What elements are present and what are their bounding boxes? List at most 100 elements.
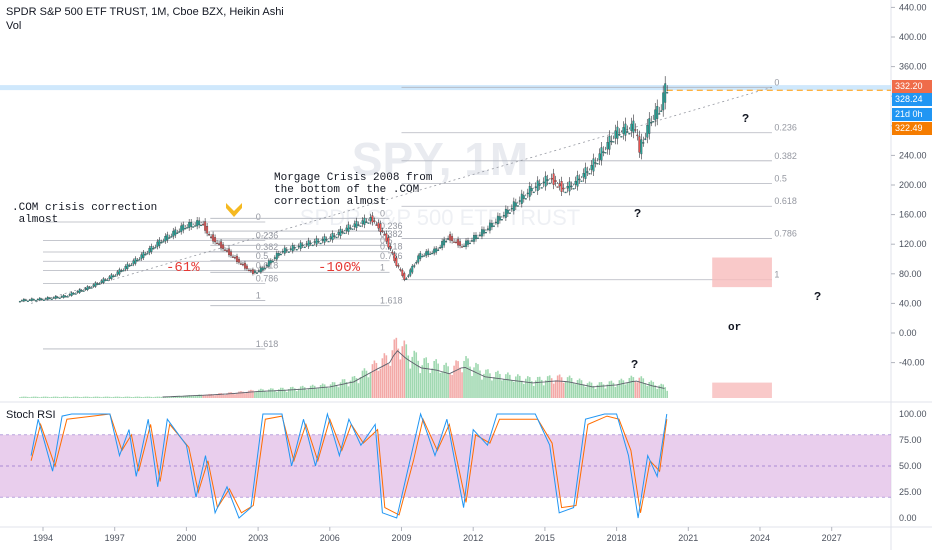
volume-bar: [509, 374, 511, 398]
volume-bar: [106, 396, 109, 398]
volume-bar: [664, 387, 666, 398]
candle-body: [168, 237, 171, 239]
volume-bar: [224, 394, 226, 398]
candle-body: [98, 283, 101, 285]
volume-bar: [329, 384, 332, 398]
candle-body: [473, 235, 475, 242]
price-tag-countdown: 21d 0h: [892, 108, 932, 121]
volume-bar: [634, 381, 637, 398]
candle-body: [570, 185, 573, 188]
volume-bar: [550, 378, 553, 398]
candle-body: [492, 225, 495, 227]
volume-bar: [646, 385, 649, 398]
volume-bar: [411, 356, 414, 398]
volume-bar: [130, 397, 133, 398]
candle-body: [578, 178, 581, 181]
candle-body: [385, 233, 388, 242]
candle-body: [518, 200, 521, 202]
candle-body: [34, 300, 37, 302]
volume-bar: [443, 364, 445, 398]
volume-bar: [200, 394, 202, 398]
volume-bar: [283, 389, 286, 398]
volume-bar: [68, 397, 71, 398]
candle-body: [636, 134, 639, 137]
price-axis-tick-label: 240.00: [899, 150, 927, 160]
target-box-price: [712, 257, 772, 288]
candle-body: [646, 125, 649, 138]
candle-body: [86, 286, 89, 291]
candle-body: [204, 221, 207, 231]
annotation-question-mark: ?: [634, 207, 641, 221]
volume-bar: [483, 373, 485, 398]
volume-bar: [351, 376, 354, 398]
volume-bar: [136, 396, 139, 398]
volume-bar: [475, 362, 477, 398]
candle-body: [88, 287, 91, 289]
candle-body: [610, 140, 613, 143]
candle-body: [560, 181, 563, 192]
candle-body: [265, 264, 268, 267]
candle-body: [188, 222, 191, 228]
candle-body: [271, 261, 274, 263]
candle-body: [596, 163, 599, 165]
price-tag-high: 332.20: [892, 80, 932, 93]
volume-bar: [198, 394, 200, 398]
candle-body: [64, 295, 67, 298]
candle-body: [257, 270, 260, 272]
volume-bar: [347, 386, 350, 398]
volume-bar: [178, 395, 181, 398]
candle-body: [626, 131, 629, 133]
candle-body: [502, 215, 505, 217]
volume-bar: [74, 396, 77, 398]
volume-bar: [349, 380, 352, 398]
candle-body: [144, 254, 147, 256]
candle-body: [357, 224, 360, 226]
candle-body: [307, 240, 310, 247]
candle-body: [483, 229, 485, 234]
candle-body: [486, 228, 489, 230]
volume-bar: [534, 380, 537, 398]
candle-body: [429, 253, 432, 255]
volume-bar: [544, 380, 547, 398]
candle-body: [60, 296, 63, 298]
candle-body: [329, 236, 332, 239]
volume-bar: [52, 396, 55, 398]
volume-bar: [58, 397, 61, 398]
candle-body: [68, 294, 71, 296]
volume-bar: [554, 380, 557, 398]
volume-bar: [76, 396, 79, 398]
candle-body: [496, 215, 499, 225]
volume-bar: [612, 382, 615, 398]
fib-level-label: 0: [256, 212, 261, 222]
rsi-axis-tick-label: 50.00: [899, 461, 922, 471]
time-axis-tick-label: 1994: [33, 533, 53, 543]
volume-bar: [152, 397, 155, 398]
volume-bar: [429, 372, 431, 398]
candle-body: [538, 183, 541, 186]
volume-bar: [644, 383, 647, 398]
volume-bar: [515, 376, 517, 398]
price-axis-tick-label: 200.00: [899, 180, 927, 190]
candle-body: [524, 198, 527, 200]
candle-body: [500, 219, 503, 221]
volume-bar: [373, 360, 376, 398]
candle-body: [582, 173, 585, 178]
volume-bar: [630, 375, 633, 398]
volume-bar: [391, 350, 394, 398]
volume-bar: [574, 384, 577, 398]
volume-bar: [291, 386, 294, 398]
volume-bar: [419, 373, 422, 398]
volume-bar: [586, 383, 589, 398]
volume-bar: [395, 337, 398, 398]
candle-body: [158, 239, 161, 246]
candle-body: [38, 297, 41, 301]
fib-level-label: 1.618: [256, 339, 279, 349]
candle-body: [315, 238, 318, 245]
candle-body: [202, 223, 205, 226]
candle-body: [584, 167, 587, 179]
candle-body: [283, 247, 286, 254]
candle-body: [600, 147, 603, 161]
candle-body: [66, 296, 69, 298]
volume-bar: [88, 396, 91, 398]
volume-bar: [485, 369, 487, 398]
